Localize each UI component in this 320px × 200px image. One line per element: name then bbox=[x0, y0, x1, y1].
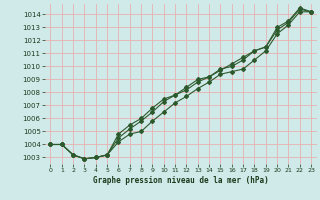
X-axis label: Graphe pression niveau de la mer (hPa): Graphe pression niveau de la mer (hPa) bbox=[93, 176, 269, 185]
